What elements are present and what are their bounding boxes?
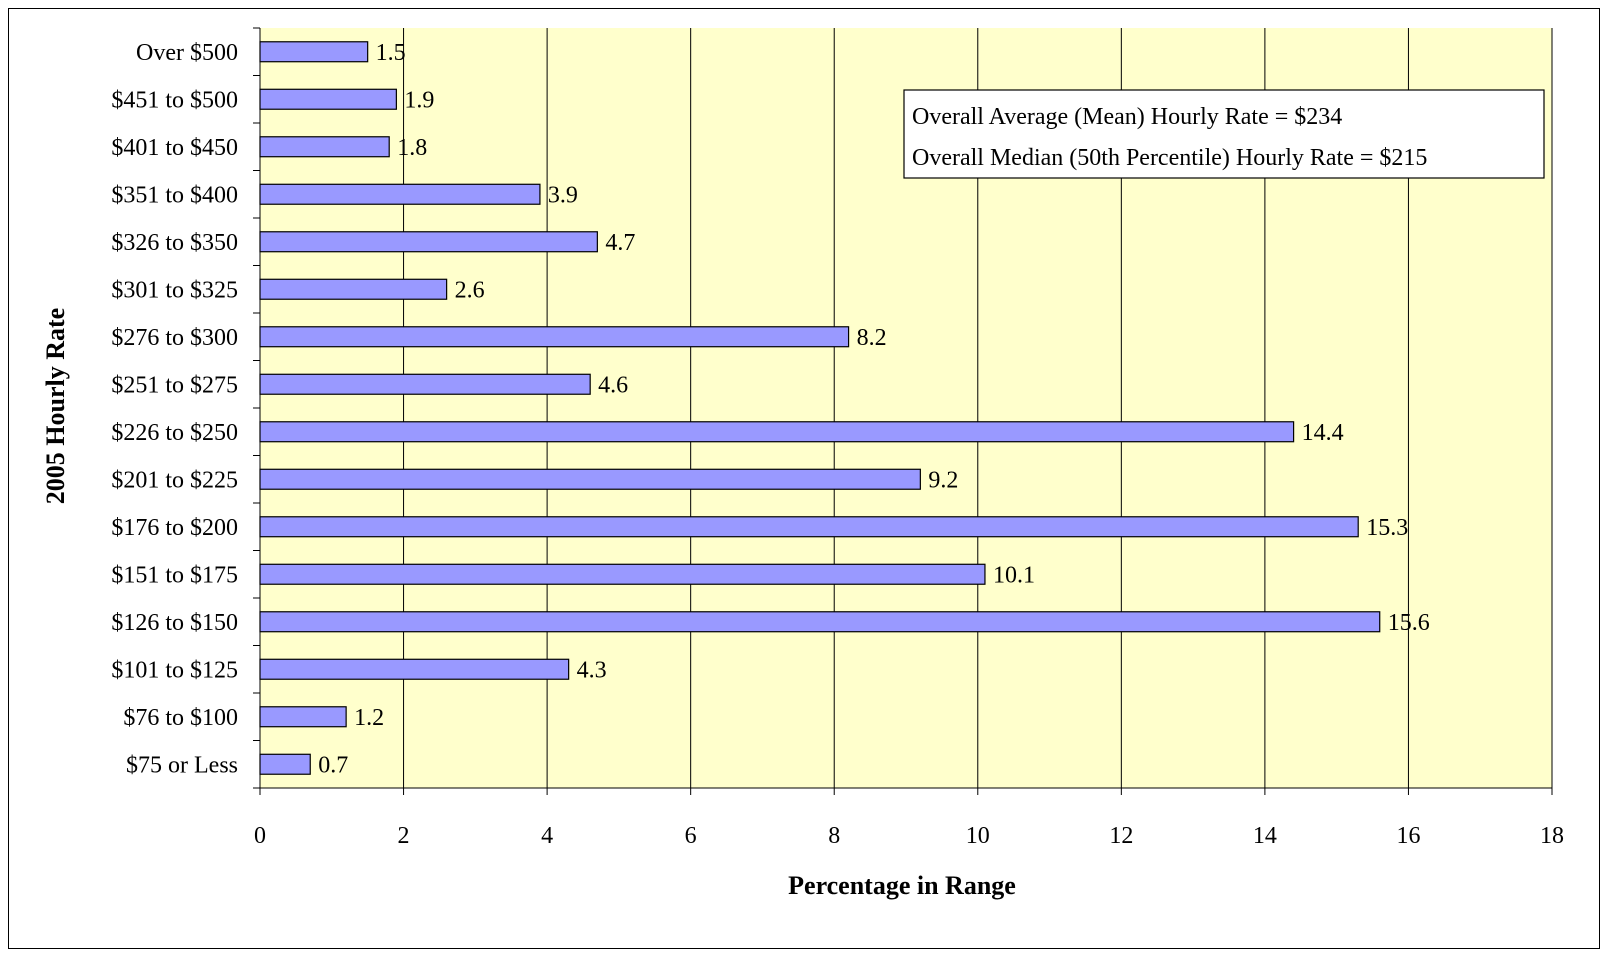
bar-data-label: 4.3 [577, 657, 607, 683]
bar [259, 611, 1381, 633]
x-tick-label: 6 [685, 823, 697, 849]
y-axis-ticks: Over $500 $451 to $500 $401 to $450 $351 to… [111, 27, 260, 789]
summary-annotation: Overall Average (Mean) Hourly Rate = $23… [903, 89, 1545, 179]
bar-data-label: 9.2 [928, 467, 958, 493]
bar [259, 658, 570, 680]
bar-data-label: 10.1 [993, 562, 1035, 588]
x-tick-label: 14 [1253, 823, 1277, 849]
bar [259, 706, 347, 728]
x-axis-ticks: 0 2 4 6 8 10 12 14 16 18 [254, 788, 1564, 849]
y-tick-label: $351 to $400 [111, 182, 238, 208]
bar [259, 278, 448, 300]
y-tick-label: $75 or Less [126, 752, 238, 778]
x-tick-label: 4 [541, 823, 553, 849]
y-tick-label: $451 to $500 [111, 87, 238, 113]
y-tick-label: $76 to $100 [123, 705, 238, 731]
bar-data-label: 15.3 [1366, 515, 1408, 541]
bar [259, 468, 921, 490]
y-tick-label: $326 to $350 [111, 230, 238, 256]
y-tick-label: $251 to $275 [111, 372, 238, 398]
bar-data-label: 1.2 [354, 705, 384, 731]
bar-data-label: 4.7 [605, 230, 635, 256]
bar-data-label: 15.6 [1388, 610, 1430, 636]
y-tick-label: $401 to $450 [111, 135, 238, 161]
x-tick-label: 10 [966, 823, 990, 849]
bar-data-label: 8.2 [857, 325, 887, 351]
y-tick-label: $126 to $150 [111, 610, 238, 636]
x-axis-title: Percentage in Range [788, 871, 1016, 900]
x-tick-label: 12 [1109, 823, 1133, 849]
y-tick-label: $276 to $300 [111, 325, 238, 351]
bar [259, 231, 598, 253]
bar-data-label: 1.8 [397, 135, 427, 161]
bar [259, 563, 986, 585]
bar [259, 183, 541, 205]
bar [259, 88, 397, 110]
bar [259, 753, 311, 775]
bar-data-label: 1.9 [404, 87, 434, 113]
bar [259, 516, 1359, 538]
bar-data-label: 4.6 [598, 372, 628, 398]
bar-data-label: 14.4 [1302, 420, 1344, 446]
data-labels: 1.5 1.9 1.8 3.9 4.7 2.6 8.2 4.6 14.4 9.2 15.3 10.1 1… [318, 40, 1429, 779]
y-tick-label: $176 to $200 [111, 515, 238, 541]
y-tick-label: $226 to $250 [111, 420, 238, 446]
bar [259, 326, 850, 348]
y-tick-label: $151 to $175 [111, 562, 238, 588]
bar [259, 41, 369, 63]
bar [259, 373, 591, 395]
bar [259, 421, 1295, 443]
bar-data-label: 2.6 [455, 277, 485, 303]
x-tick-label: 2 [398, 823, 410, 849]
x-tick-label: 18 [1540, 823, 1564, 849]
x-tick-label: 0 [254, 823, 266, 849]
bar-data-label: 1.5 [376, 40, 406, 66]
annotation-median-text: Overall Median (50th Percentile) Hourly … [912, 145, 1427, 171]
bar-data-label: 0.7 [318, 752, 348, 778]
bar-data-label: 3.9 [548, 182, 578, 208]
y-tick-label: $301 to $325 [111, 277, 238, 303]
y-axis-title: 2005 Hourly Rate [41, 308, 70, 504]
bar [259, 136, 390, 158]
annotation-mean-text: Overall Average (Mean) Hourly Rate = $23… [912, 104, 1342, 130]
y-tick-label: $201 to $225 [111, 467, 238, 493]
y-tick-label: $101 to $125 [111, 657, 238, 683]
x-tick-label: 16 [1396, 823, 1420, 849]
bars [259, 41, 1381, 775]
x-tick-label: 8 [828, 823, 840, 849]
y-tick-label: Over $500 [136, 40, 238, 66]
annotation-box [903, 89, 1545, 179]
